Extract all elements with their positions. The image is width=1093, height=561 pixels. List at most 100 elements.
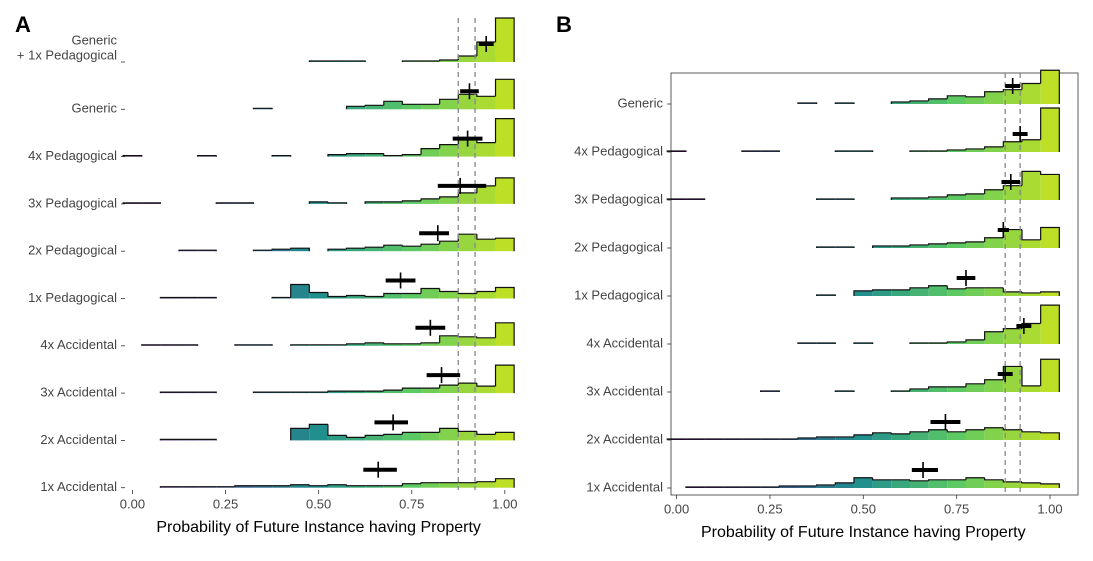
histogram-outline [439, 240, 459, 245]
histogram-outline [1002, 89, 1022, 92]
histogram-bin [439, 99, 459, 110]
histogram-bin [290, 284, 310, 299]
histogram-outline [928, 479, 948, 481]
histogram-bin [495, 365, 515, 394]
histogram-bin [402, 104, 422, 110]
histogram-outline [965, 339, 985, 342]
histogram-bin [327, 484, 347, 488]
histogram-outline [252, 391, 273, 394]
histogram-bin [495, 478, 515, 488]
histogram-outline [253, 344, 273, 346]
histogram-bin [1040, 108, 1060, 152]
histogram-outline [122, 155, 143, 157]
histogram-outline [457, 291, 477, 295]
histogram-outline [494, 237, 515, 252]
ridge [797, 69, 1060, 104]
histogram-bin [965, 383, 985, 392]
histogram-outline [494, 286, 515, 299]
ridge [159, 423, 515, 441]
histogram-outline [928, 98, 948, 101]
histogram-bin [495, 238, 515, 252]
histogram-bin [495, 118, 515, 157]
histogram-outline [984, 477, 1004, 481]
histogram-bin [1021, 482, 1041, 488]
histogram-bin [1021, 292, 1041, 296]
histogram-outline [909, 287, 929, 290]
histogram-bin [495, 432, 515, 441]
histogram-outline [834, 150, 854, 152]
histogram-bin [891, 479, 910, 488]
histogram-outline [215, 202, 235, 204]
histogram-outline [1002, 185, 1022, 190]
histogram-outline [965, 148, 985, 150]
y-tick-label: Generic [71, 32, 117, 47]
histogram-outline [928, 243, 948, 245]
histogram-outline [439, 144, 459, 149]
histogram-bin [909, 388, 929, 392]
histogram-outline [872, 245, 892, 248]
histogram-outline [1002, 328, 1022, 332]
histogram-bin [272, 249, 291, 252]
histogram-outline [327, 292, 347, 298]
histogram-outline [345, 294, 366, 297]
histogram-bin [327, 435, 347, 441]
histogram-bin [253, 485, 273, 488]
histogram-bin [928, 196, 948, 200]
panel-frame [670, 72, 1079, 496]
histogram-outline [965, 287, 985, 289]
histogram-outline [197, 391, 217, 394]
histogram-bin [1021, 431, 1041, 440]
histogram-outline [234, 202, 255, 204]
histogram-bin [458, 192, 477, 204]
ridge [141, 322, 515, 346]
histogram-bin [1040, 432, 1060, 440]
histogram-outline [420, 287, 440, 294]
histogram-outline [420, 148, 440, 155]
histogram-outline [420, 482, 440, 484]
histogram-bin [965, 339, 985, 344]
histogram-bin [1021, 239, 1041, 248]
histogram-bin [346, 391, 366, 394]
histogram-bin [965, 241, 985, 248]
ridge [122, 118, 515, 157]
histogram-bin [476, 434, 496, 441]
histogram-outline [290, 247, 310, 252]
histogram-outline [383, 433, 403, 436]
histogram-bin [421, 342, 440, 346]
histogram-outline [271, 155, 292, 157]
histogram-outline [1040, 171, 1060, 200]
histogram-bin [365, 342, 384, 346]
histogram-outline [159, 391, 179, 394]
histogram-bin [909, 287, 929, 296]
histogram-outline [439, 98, 459, 105]
histogram-outline [946, 429, 966, 433]
x-axis-title: Probability of Future Instance having Pr… [701, 524, 1026, 541]
histogram-outline [890, 390, 910, 392]
histogram-outline [383, 100, 403, 106]
x-tick-label: 0.00 [120, 496, 145, 511]
histogram-outline [290, 344, 310, 346]
histogram-outline [345, 247, 366, 250]
histogram-outline [439, 427, 459, 433]
histogram-outline [383, 292, 403, 297]
histogram-outline [835, 246, 855, 248]
histogram-outline [853, 290, 873, 296]
histogram-outline [457, 428, 477, 432]
histogram-outline [890, 197, 910, 200]
histogram-outline [308, 201, 328, 204]
histogram-bin [439, 196, 459, 204]
histogram-outline [760, 390, 780, 392]
histogram-bin [421, 198, 440, 204]
histogram-bin [872, 479, 892, 488]
ridge [797, 304, 1060, 344]
histogram-bin [984, 287, 1004, 296]
histogram-outline [984, 379, 1004, 384]
histogram-outline [1040, 69, 1060, 104]
histogram-bin [965, 96, 985, 104]
histogram-outline [816, 246, 836, 248]
histogram-outline [1002, 141, 1022, 147]
histogram-outline [946, 285, 966, 290]
histogram-outline [946, 149, 966, 151]
histogram-bin [327, 154, 347, 157]
histogram-outline [420, 243, 440, 247]
